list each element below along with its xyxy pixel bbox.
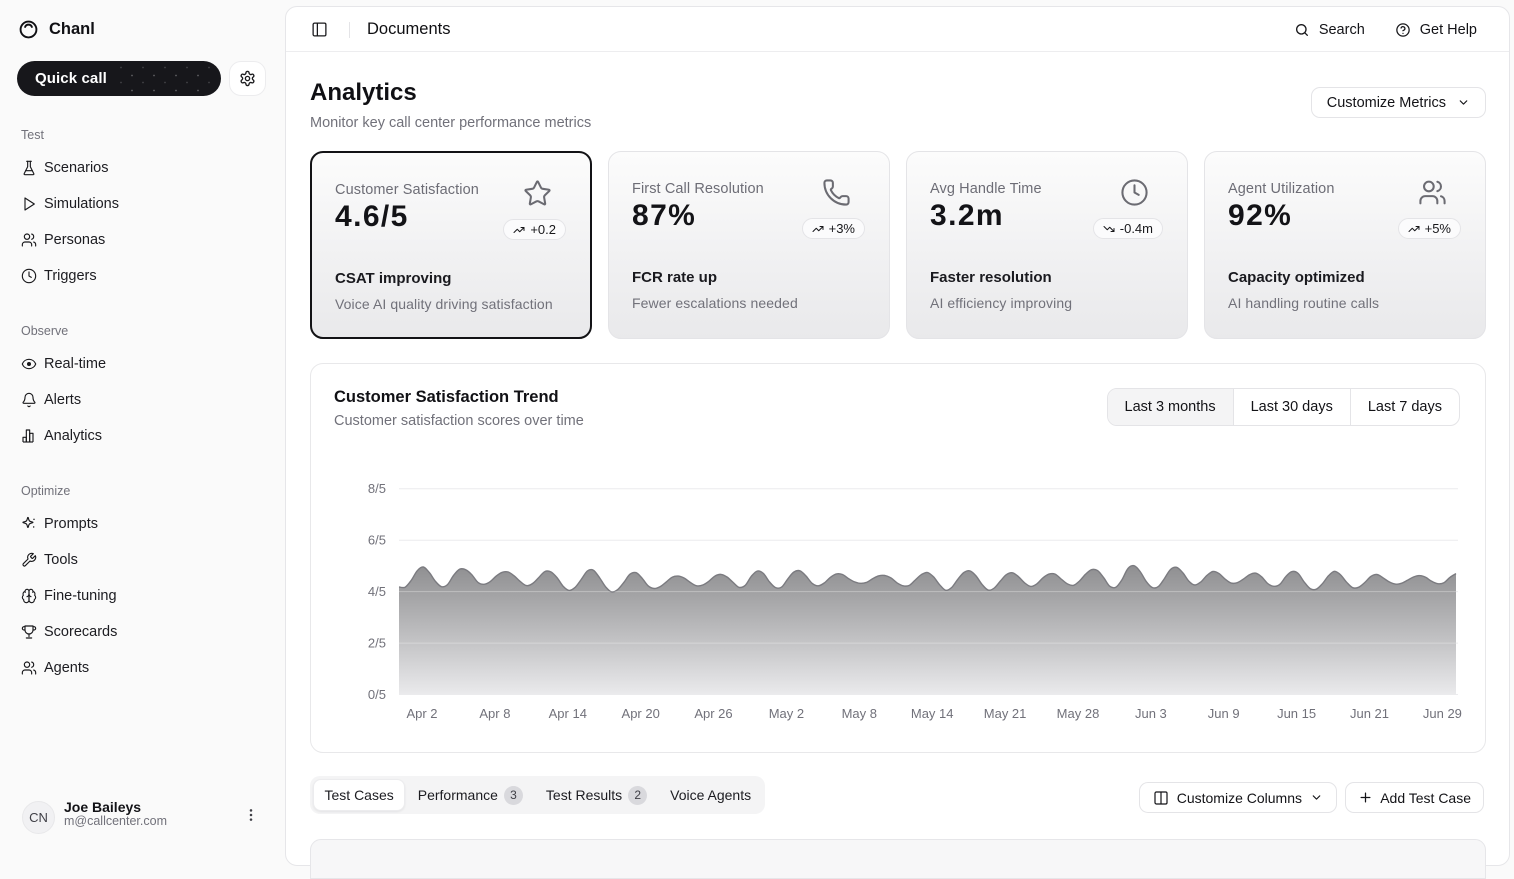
svg-text:May 8: May 8 bbox=[842, 706, 877, 721]
svg-text:0/5: 0/5 bbox=[368, 687, 386, 702]
svg-text:Apr 2: Apr 2 bbox=[406, 706, 437, 721]
svg-text:Jun 29: Jun 29 bbox=[1423, 706, 1462, 721]
svg-text:4/5: 4/5 bbox=[368, 584, 386, 599]
svg-text:6/5: 6/5 bbox=[368, 533, 386, 548]
svg-text:Jun 9: Jun 9 bbox=[1208, 706, 1240, 721]
svg-text:May 2: May 2 bbox=[769, 706, 804, 721]
svg-text:Jun 21: Jun 21 bbox=[1350, 706, 1389, 721]
svg-text:Apr 14: Apr 14 bbox=[549, 706, 587, 721]
svg-text:Apr 20: Apr 20 bbox=[622, 706, 660, 721]
svg-text:Jun 3: Jun 3 bbox=[1135, 706, 1167, 721]
svg-text:8/5: 8/5 bbox=[368, 481, 386, 496]
svg-text:Apr 26: Apr 26 bbox=[694, 706, 732, 721]
svg-text:Apr 8: Apr 8 bbox=[479, 706, 510, 721]
svg-text:May 14: May 14 bbox=[911, 706, 954, 721]
svg-text:May 21: May 21 bbox=[984, 706, 1027, 721]
svg-text:May 28: May 28 bbox=[1057, 706, 1100, 721]
svg-text:Jun 15: Jun 15 bbox=[1277, 706, 1316, 721]
svg-text:2/5: 2/5 bbox=[368, 636, 386, 651]
